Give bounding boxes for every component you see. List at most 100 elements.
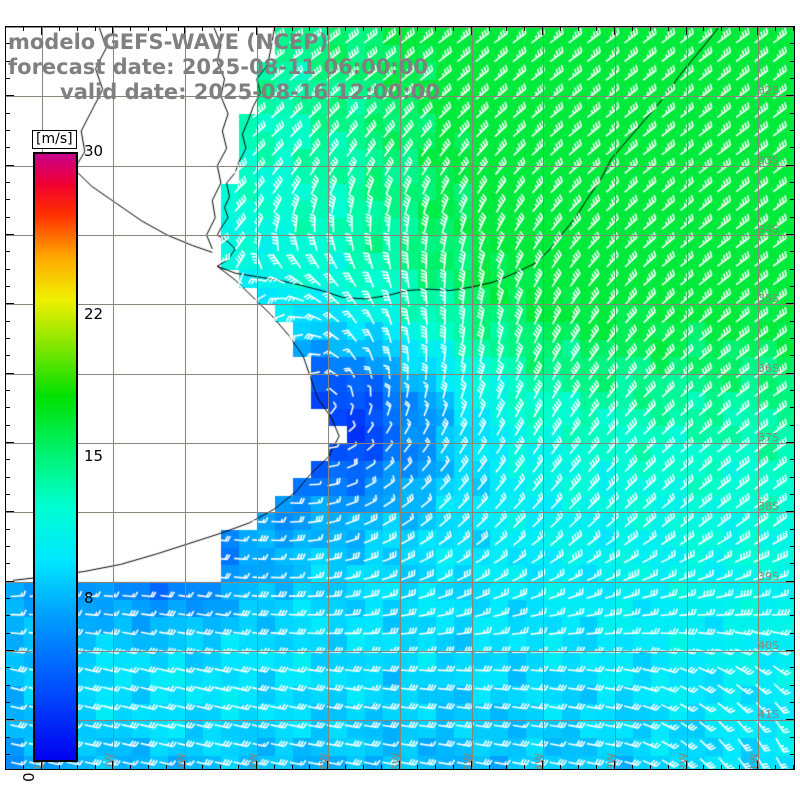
tick-mark (578, 26, 579, 31)
ruler-bottom (5, 761, 795, 770)
tick-mark (166, 26, 167, 31)
lat-label-41S: 41S (758, 708, 779, 721)
tick-mark (309, 26, 310, 31)
gridline-lat-32S (6, 96, 794, 97)
tick-mark (793, 765, 794, 770)
lat-label-38S: 38S (758, 500, 779, 513)
tick-mark (596, 26, 597, 31)
tick-mark (274, 765, 275, 770)
lat-label-34S: 34S (758, 223, 779, 236)
tick-mark (292, 765, 293, 770)
tick-mark (775, 765, 776, 770)
tick-mark (292, 26, 293, 31)
tick-mark (786, 234, 795, 235)
tick-mark (184, 761, 185, 770)
tick-mark (5, 598, 10, 599)
tick-mark (112, 26, 113, 35)
tick-mark (435, 26, 436, 31)
tick-mark (560, 765, 561, 770)
tick-mark (238, 26, 239, 31)
tick-mark (790, 251, 795, 252)
tick-mark (5, 529, 10, 530)
tick-mark (790, 182, 795, 183)
gridline-lat-40S (6, 651, 794, 652)
tick-mark (790, 425, 795, 426)
tick-mark (5, 165, 14, 166)
tick-mark (309, 765, 310, 770)
tick-mark (489, 765, 490, 770)
tick-mark (5, 494, 10, 495)
ruler-left (5, 26, 14, 770)
tick-mark (757, 761, 758, 770)
tick-mark (399, 26, 400, 35)
gridline-lat-35S (6, 304, 794, 305)
tick-mark (220, 765, 221, 770)
tick-mark (77, 765, 78, 770)
tick-mark (5, 581, 14, 582)
tick-mark (5, 477, 10, 478)
tick-mark (5, 425, 10, 426)
tick-mark (23, 765, 24, 770)
map-plot-frame[interactable]: 61W60W59W58W57W56W55W54W53W52W51W32S33S3… (5, 26, 795, 770)
tick-mark (453, 765, 454, 770)
gridline-lat-41S (6, 720, 794, 721)
tick-mark (5, 43, 10, 44)
tick-mark (650, 26, 651, 31)
tick-mark (786, 650, 795, 651)
tick-mark (5, 702, 10, 703)
tick-mark (130, 26, 131, 31)
gridline-lat-38S (6, 512, 794, 513)
tick-mark (5, 338, 10, 339)
tick-mark (202, 26, 203, 31)
tick-mark (757, 26, 758, 35)
gridline-lat-34S (6, 235, 794, 236)
tick-mark (5, 754, 10, 755)
tick-mark (5, 390, 10, 391)
tick-mark (524, 26, 525, 31)
tick-mark (256, 26, 257, 35)
tick-mark (5, 633, 10, 634)
tick-mark (786, 26, 795, 27)
tick-mark (790, 355, 795, 356)
tick-mark (41, 26, 42, 35)
gridline-lon-53W (615, 27, 616, 769)
tick-mark (5, 321, 10, 322)
lat-label-36S: 36S (758, 362, 779, 375)
tick-mark (790, 130, 795, 131)
colorbar-tick-30: 30 (84, 142, 104, 160)
tick-mark (399, 761, 400, 770)
tick-mark (5, 147, 10, 148)
tick-mark (345, 26, 346, 31)
colorbar-tick-22: 22 (84, 304, 104, 323)
tick-mark (786, 719, 795, 720)
tick-mark (327, 26, 328, 35)
tick-mark (5, 303, 14, 304)
tick-mark (790, 147, 795, 148)
tick-mark (166, 765, 167, 770)
tick-mark (542, 761, 543, 770)
tick-mark (5, 373, 14, 374)
tick-mark (786, 581, 795, 582)
tick-mark (790, 529, 795, 530)
tick-mark (578, 765, 579, 770)
tick-mark (274, 26, 275, 31)
tick-mark (786, 373, 795, 374)
tick-mark (5, 95, 14, 96)
gridline-lat-33S (6, 166, 794, 167)
gridline-lon-55W (472, 27, 473, 769)
tick-mark (790, 43, 795, 44)
tick-mark (435, 765, 436, 770)
tick-mark (632, 26, 633, 31)
tick-mark (5, 234, 14, 235)
tick-mark (614, 26, 615, 35)
tick-mark (5, 546, 10, 547)
tick-mark (790, 407, 795, 408)
gridline-lon-57W (328, 27, 329, 769)
gridline-lat-31S (6, 27, 794, 28)
tick-mark (5, 26, 14, 27)
tick-mark (256, 761, 257, 770)
tick-mark (5, 26, 6, 31)
gridline-lon-51W (758, 27, 759, 769)
tick-mark (5, 667, 10, 668)
tick-mark (542, 26, 543, 35)
